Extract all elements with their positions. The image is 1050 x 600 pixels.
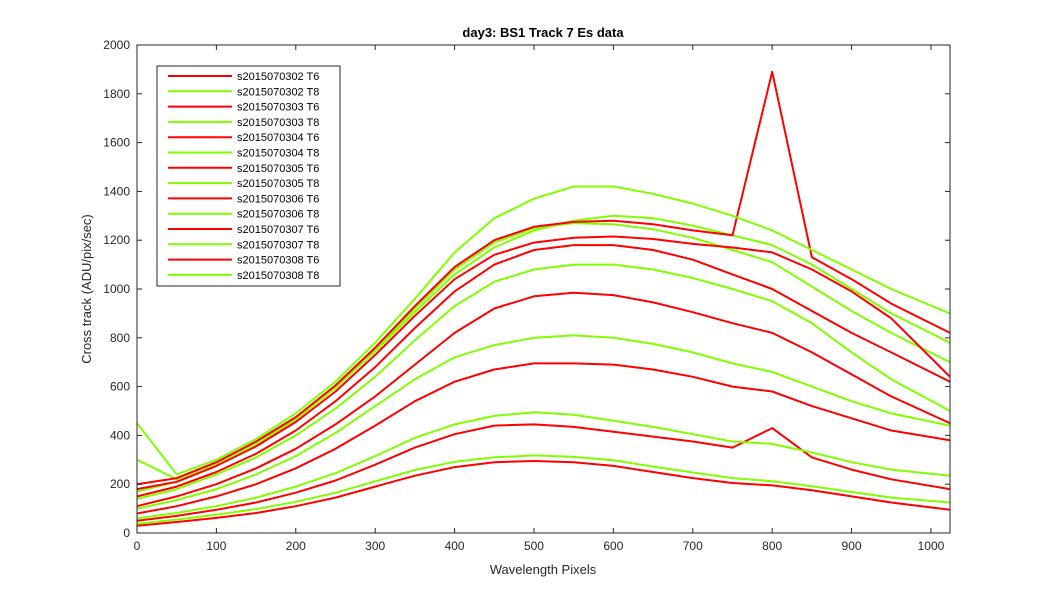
- legend-label: s2015070302 T6: [237, 71, 319, 83]
- legend-label: s2015070308 T8: [237, 270, 319, 282]
- legend-label: s2015070303 T8: [237, 117, 319, 129]
- series-line-13: [137, 185, 950, 476]
- series-line-6: [137, 291, 950, 508]
- legend: s2015070302 T6 s2015070302 T8 s2015070303 …: [156, 65, 341, 287]
- x-tick-label: 500: [524, 539, 544, 553]
- y-axis-label: Cross track (ADU/pix/sec): [79, 214, 94, 364]
- legend-entry: s2015070305 T6: [168, 163, 319, 175]
- series-line-1: [137, 454, 950, 525]
- legend-label: s2015070302 T8: [237, 86, 319, 98]
- legend-label: s2015070305 T6: [237, 163, 319, 175]
- x-tick-label: 700: [683, 539, 703, 553]
- legend-entry: s2015070305 T8: [168, 178, 319, 190]
- y-tick-label: 1600: [103, 136, 130, 150]
- legend-label: s2015070306 T8: [237, 209, 319, 221]
- legend-label: s2015070304 T8: [237, 148, 319, 160]
- series-line-4: [137, 362, 950, 515]
- x-tick-label: 200: [286, 539, 306, 553]
- legend-entry: s2015070306 T8: [168, 209, 319, 221]
- legend-label: s2015070306 T6: [237, 193, 319, 205]
- y-tick-label: 1400: [103, 184, 130, 198]
- legend-label: s2015070304 T6: [237, 132, 319, 144]
- legend-entry: s2015070304 T8: [168, 148, 319, 160]
- series-layer: [137, 70, 950, 527]
- series-line-3: [137, 411, 950, 520]
- x-tick-label: 400: [445, 539, 465, 553]
- x-tick-label: 1000: [918, 539, 945, 553]
- series-line-0: [137, 460, 950, 527]
- x-tick-label: 600: [603, 539, 623, 553]
- y-tick-label: 1800: [103, 87, 130, 101]
- y-tick-label: 800: [110, 331, 130, 345]
- y-tick-label: 2000: [103, 38, 130, 52]
- legend-label: s2015070308 T6: [237, 255, 319, 267]
- legend-label: s2015070305 T8: [237, 178, 319, 190]
- legend-entry: s2015070307 T6: [168, 224, 319, 236]
- legend-box: [156, 65, 341, 287]
- legend-entry: s2015070302 T6: [168, 71, 319, 83]
- chart-title: day3: BS1 Track 7 Es data: [462, 25, 624, 40]
- legend-entries: s2015070302 T6 s2015070302 T8 s2015070303 …: [168, 71, 319, 282]
- legend-entry: s2015070304 T6: [168, 132, 319, 144]
- series-line-7: [137, 263, 950, 500]
- x-axis-label: Wavelength Pixels: [490, 562, 597, 577]
- y-tick-label: 0: [123, 526, 130, 540]
- series-line-12: [137, 70, 950, 486]
- legend-entry: s2015070307 T8: [168, 239, 319, 251]
- x-axis: 0 100 200 300 400 500 600 700 800 900 1000: [134, 45, 945, 553]
- legend-entry: s2015070308 T8: [168, 270, 319, 282]
- series-line-8: [137, 244, 950, 498]
- x-tick-label: 100: [206, 539, 226, 553]
- legend-entry: s2015070308 T6: [168, 255, 319, 267]
- x-tick-label: 800: [762, 539, 782, 553]
- series-line-5: [137, 334, 950, 510]
- legend-label: s2015070307 T8: [237, 239, 319, 251]
- y-axis: 0 200 400 600 800 1000 1200 1400 1600 1800 2000: [103, 38, 950, 540]
- y-tick-label: 600: [110, 380, 130, 394]
- x-tick-label: 300: [365, 539, 385, 553]
- series-line-10: [137, 235, 950, 491]
- series-line-9: [137, 222, 950, 493]
- x-tick-label: 0: [134, 539, 141, 553]
- x-tick-label: 900: [842, 539, 862, 553]
- y-tick-label: 200: [110, 477, 130, 491]
- legend-label: s2015070303 T6: [237, 102, 319, 114]
- legend-entry: s2015070302 T8: [168, 86, 319, 98]
- series-line-11: [137, 214, 950, 481]
- y-tick-label: 1200: [103, 233, 130, 247]
- series-line-2: [137, 423, 950, 522]
- y-tick-label: 400: [110, 428, 130, 442]
- legend-label: s2015070307 T6: [237, 224, 319, 236]
- legend-entry: s2015070306 T6: [168, 193, 319, 205]
- y-tick-label: 1000: [103, 282, 130, 296]
- legend-entry: s2015070303 T8: [168, 117, 319, 129]
- legend-entry: s2015070303 T6: [168, 102, 319, 114]
